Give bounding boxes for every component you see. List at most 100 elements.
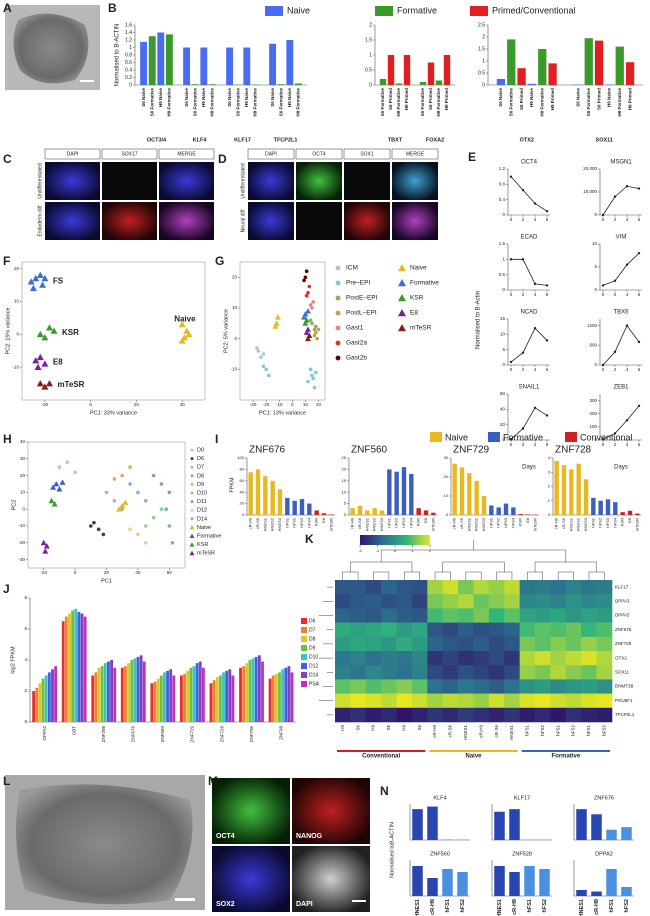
row-label: TFCP2L1 <box>615 712 635 717</box>
legend-label: KSR <box>197 542 208 548</box>
bar <box>242 666 246 722</box>
point <box>274 314 281 320</box>
row-label: OTX2 <box>615 655 627 660</box>
group-label: KLF17 <box>234 137 251 143</box>
heatmap-cell <box>535 608 551 623</box>
x-tick-label: 0 <box>510 367 513 372</box>
chart-title: TBX6 <box>613 310 629 316</box>
heatmap-cell <box>411 679 428 694</box>
heatmap-cell <box>396 693 413 709</box>
x-tick-label: mTeSR <box>430 518 435 531</box>
point <box>521 427 525 430</box>
row-label: Undifferentiated <box>240 163 246 198</box>
legend-label: PostE–EPI <box>346 295 378 302</box>
point <box>50 327 58 334</box>
row-label: Neural diff <box>240 209 246 232</box>
micrograph <box>392 162 438 200</box>
x-tick-label: hFS2 <box>292 517 297 527</box>
bar <box>231 675 235 722</box>
bar <box>243 47 251 85</box>
point <box>302 320 309 326</box>
bar <box>47 672 51 722</box>
x-tick-label: 6 <box>546 217 549 222</box>
x-tick-label: E8 <box>525 517 530 523</box>
y-axis-label: Normalised to B-ACTIN <box>115 24 121 87</box>
y-tick-label: 4 <box>548 455 551 460</box>
legend-swatch <box>301 636 307 642</box>
point <box>306 332 313 338</box>
heatmap-cell <box>442 693 459 709</box>
x-tick-label: 2 <box>614 367 617 372</box>
bar-label: H9 Naive <box>529 88 534 108</box>
bar <box>32 691 36 722</box>
bar <box>576 809 587 840</box>
bar <box>44 675 48 722</box>
x-tick-label: cR-H9 <box>350 517 355 529</box>
bar <box>192 666 196 722</box>
bar <box>251 658 255 722</box>
row-label: SOX11 <box>615 669 630 674</box>
y-axis-label: Normalised to B-Actin <box>476 291 482 349</box>
chart-title: ZNF728 <box>555 445 592 456</box>
point <box>41 334 49 341</box>
legend-label: D14 <box>309 672 318 678</box>
heatmap-cell <box>442 622 459 638</box>
x-tick-label: -10 <box>276 402 283 407</box>
y-tick-label: 0 <box>482 82 485 88</box>
panel-letter: E <box>468 150 476 164</box>
bar-label: S6 Primed <box>428 88 433 110</box>
heatmap-cell <box>473 707 490 723</box>
heatmap-cell <box>396 707 413 723</box>
point <box>613 432 617 435</box>
bar <box>576 890 587 896</box>
point <box>36 330 44 338</box>
group-label: Naive <box>465 754 482 760</box>
x-tick-label: 10 <box>303 402 309 407</box>
y-tick-label: 10 <box>500 332 506 337</box>
column-label: cR-S6 <box>494 725 499 738</box>
column-label: hFS2 <box>540 725 545 736</box>
point <box>178 320 186 328</box>
bar-label: S6 Naive <box>498 88 503 107</box>
heatmap-cell <box>581 651 597 666</box>
heatmap-cell <box>581 622 597 638</box>
y-tick-label: 20 <box>240 501 245 506</box>
point <box>521 351 525 354</box>
bar-label: S6 Formative <box>586 88 591 117</box>
heatmap-cell <box>458 679 474 694</box>
y-tick-label: 0.5 <box>499 272 506 277</box>
legend-label: mTeSR <box>197 551 215 557</box>
heatmap-cell <box>550 679 567 694</box>
y-axis-label: Normalised toB-ACTIN <box>389 822 395 878</box>
y-tick-label: 20 <box>342 466 347 471</box>
heatmap-cell <box>381 580 397 595</box>
heatmap-cell <box>350 636 367 652</box>
bar <box>222 672 225 722</box>
heatmap-cell <box>381 651 397 666</box>
heatmap-cell <box>535 679 551 694</box>
heatmap-cell <box>504 580 520 595</box>
y-tick-label: 0 <box>129 82 132 88</box>
x-tick-label: cR-H9 <box>554 517 559 529</box>
point <box>306 379 310 384</box>
point <box>159 482 164 486</box>
heatmap-cell <box>488 707 505 723</box>
group-label: FS <box>53 276 64 285</box>
point <box>266 373 271 378</box>
y-tick-label: 0 <box>369 82 372 88</box>
x-tick-label: ZNF729 <box>190 726 195 743</box>
heatmap-cell <box>411 707 428 723</box>
x-tick-label: 6 <box>546 292 549 297</box>
point <box>601 213 605 217</box>
x-tick-label: hFS1 <box>284 517 289 527</box>
point <box>48 497 55 504</box>
stain-label: SOX2 <box>216 901 235 908</box>
heatmap-cell <box>596 622 613 638</box>
heatmap-cell <box>381 707 397 723</box>
header-box <box>295 148 343 160</box>
point <box>303 329 310 335</box>
header: DAPI <box>265 151 277 157</box>
x-tick-label: 20 <box>134 402 140 407</box>
bar <box>394 471 399 515</box>
